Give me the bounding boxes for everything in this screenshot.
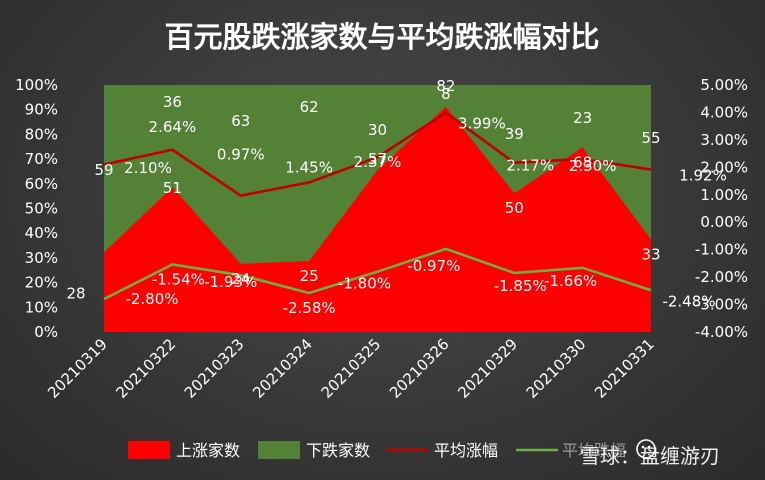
legend-swatch-rise-count xyxy=(128,441,170,459)
left-tick-label: 30% xyxy=(25,249,58,267)
left-tick-label: 0% xyxy=(34,323,58,341)
fall-count-label: 23 xyxy=(573,109,592,127)
left-tick-label: 60% xyxy=(25,175,58,193)
fall-count-label: 63 xyxy=(231,112,250,130)
avg-rise-label: 2.37% xyxy=(354,153,402,171)
x-tick-label: 20210319 xyxy=(44,335,111,402)
watermark-text: 雪球：盘缠游刃 xyxy=(580,444,720,468)
avg-fall-label: -0.97% xyxy=(407,257,460,275)
rise-count-label: 51 xyxy=(163,179,182,197)
right-tick-label: 4.00% xyxy=(700,103,748,121)
x-tick-label: 20210326 xyxy=(386,335,453,402)
avg-rise-line xyxy=(103,111,652,197)
avg-rise-label: 1.45% xyxy=(285,158,333,176)
wechat-icon-eye-left xyxy=(641,445,645,449)
avg-fall-line xyxy=(103,247,652,301)
left-tick-label: 70% xyxy=(25,150,58,168)
x-tick-label: 20210330 xyxy=(523,335,590,402)
left-tick-label: 100% xyxy=(15,76,58,94)
fall-count-label: 30 xyxy=(368,121,387,139)
fall-count-label: 55 xyxy=(641,129,660,147)
legend-label-avg-fall: 平均跌幅 xyxy=(562,441,626,460)
avg-fall-label: -1.54% xyxy=(152,270,205,288)
x-tick-label: 20210331 xyxy=(591,335,658,402)
data-labels: 28 51 24 25 57 82 50 68 33 59 36 63 62 30 8 39 23 55 2.10%… xyxy=(66,77,726,317)
fall-count-label: 36 xyxy=(163,93,182,111)
watermark: 雪球：盘缠游刃 xyxy=(580,439,720,468)
rise-count-label: 57 xyxy=(368,150,387,168)
right-tick-label: 2.00% xyxy=(700,158,748,176)
left-tick-label: 20% xyxy=(25,274,58,292)
right-tick-label: -4.00% xyxy=(695,323,748,341)
wechat-icon xyxy=(636,439,656,459)
legend-label-avg-rise: 平均涨幅 xyxy=(434,441,498,460)
fall-count-label: 39 xyxy=(505,125,524,143)
avg-rise-label: 2.17% xyxy=(506,157,554,175)
avg-fall-label: -1.66% xyxy=(544,272,597,290)
left-tick-label: 10% xyxy=(25,298,58,316)
left-tick-label: 80% xyxy=(25,125,58,143)
rise-count-label: 33 xyxy=(641,245,660,263)
avg-rise-label: 2.30% xyxy=(569,157,617,175)
avg-rise-label: 1.92% xyxy=(679,167,727,185)
avg-fall-label: -1.80% xyxy=(338,275,391,293)
fall-count-label: 8 xyxy=(441,85,451,103)
right-tick-label: 5.00% xyxy=(700,76,748,94)
rise-count-label: 82 xyxy=(436,77,455,95)
rise-count-label: 68 xyxy=(573,153,592,171)
wechat-icon-eye-right xyxy=(647,445,651,449)
avg-fall-label: -2.48% xyxy=(662,292,715,310)
x-tick-label: 20210324 xyxy=(249,335,316,402)
rise-count-label: 50 xyxy=(505,199,524,217)
avg-rise-label: 3.99% xyxy=(458,115,506,133)
legend-label-rise-count: 上涨家数 xyxy=(176,441,240,460)
right-axis: -4.00% -3.00% -2.00% -1.00% 0.00% 1.00% 2.00% 3… xyxy=(695,76,748,341)
avg-fall-label: -1.93% xyxy=(204,273,257,291)
left-tick-label: 50% xyxy=(25,200,58,218)
legend-swatch-fall-count xyxy=(258,441,300,459)
right-tick-label: 3.00% xyxy=(700,131,748,149)
rise-count-label: 28 xyxy=(66,285,85,303)
right-tick-label: 1.00% xyxy=(700,186,748,204)
avg-fall-label: -2.58% xyxy=(283,299,336,317)
right-tick-label: 0.00% xyxy=(700,213,748,231)
x-tick-label: 20210323 xyxy=(181,335,248,402)
avg-fall-label: -2.80% xyxy=(125,290,178,308)
fall-count-label: 62 xyxy=(300,98,319,116)
rise-count-label: 25 xyxy=(300,267,319,285)
left-tick-label: 90% xyxy=(25,101,58,119)
x-tick-label: 20210325 xyxy=(318,335,385,402)
plot-area xyxy=(103,85,652,332)
chart-title: 百元股跌涨家数与平均跌涨幅对比 xyxy=(164,20,599,54)
avg-rise-label: 0.97% xyxy=(217,146,265,164)
left-tick-label: 40% xyxy=(25,224,58,242)
avg-rise-label: 2.10% xyxy=(124,159,172,177)
x-tick-label: 20210329 xyxy=(454,335,521,402)
x-tick-label: 20210322 xyxy=(112,335,179,402)
right-tick-label: -3.00% xyxy=(695,296,748,314)
left-axis: 0% 10% 20% 30% 40% 50% 60% 70% 80% 90% 100% xyxy=(15,76,58,341)
fall-count-label: 59 xyxy=(94,161,113,179)
right-tick-label: -2.00% xyxy=(695,268,748,286)
legend: 上涨家数 下跌家数 平均涨幅 平均跌幅 xyxy=(128,441,626,460)
avg-fall-label: -1.85% xyxy=(494,277,547,295)
rise-count-label: 24 xyxy=(231,270,250,288)
avg-rise-label: 2.64% xyxy=(149,118,197,136)
right-tick-label: -1.00% xyxy=(695,241,748,259)
x-axis: 20210319 20210322 20210323 20210324 20210325… xyxy=(44,335,658,402)
legend-label-fall-count: 下跌家数 xyxy=(306,441,370,460)
